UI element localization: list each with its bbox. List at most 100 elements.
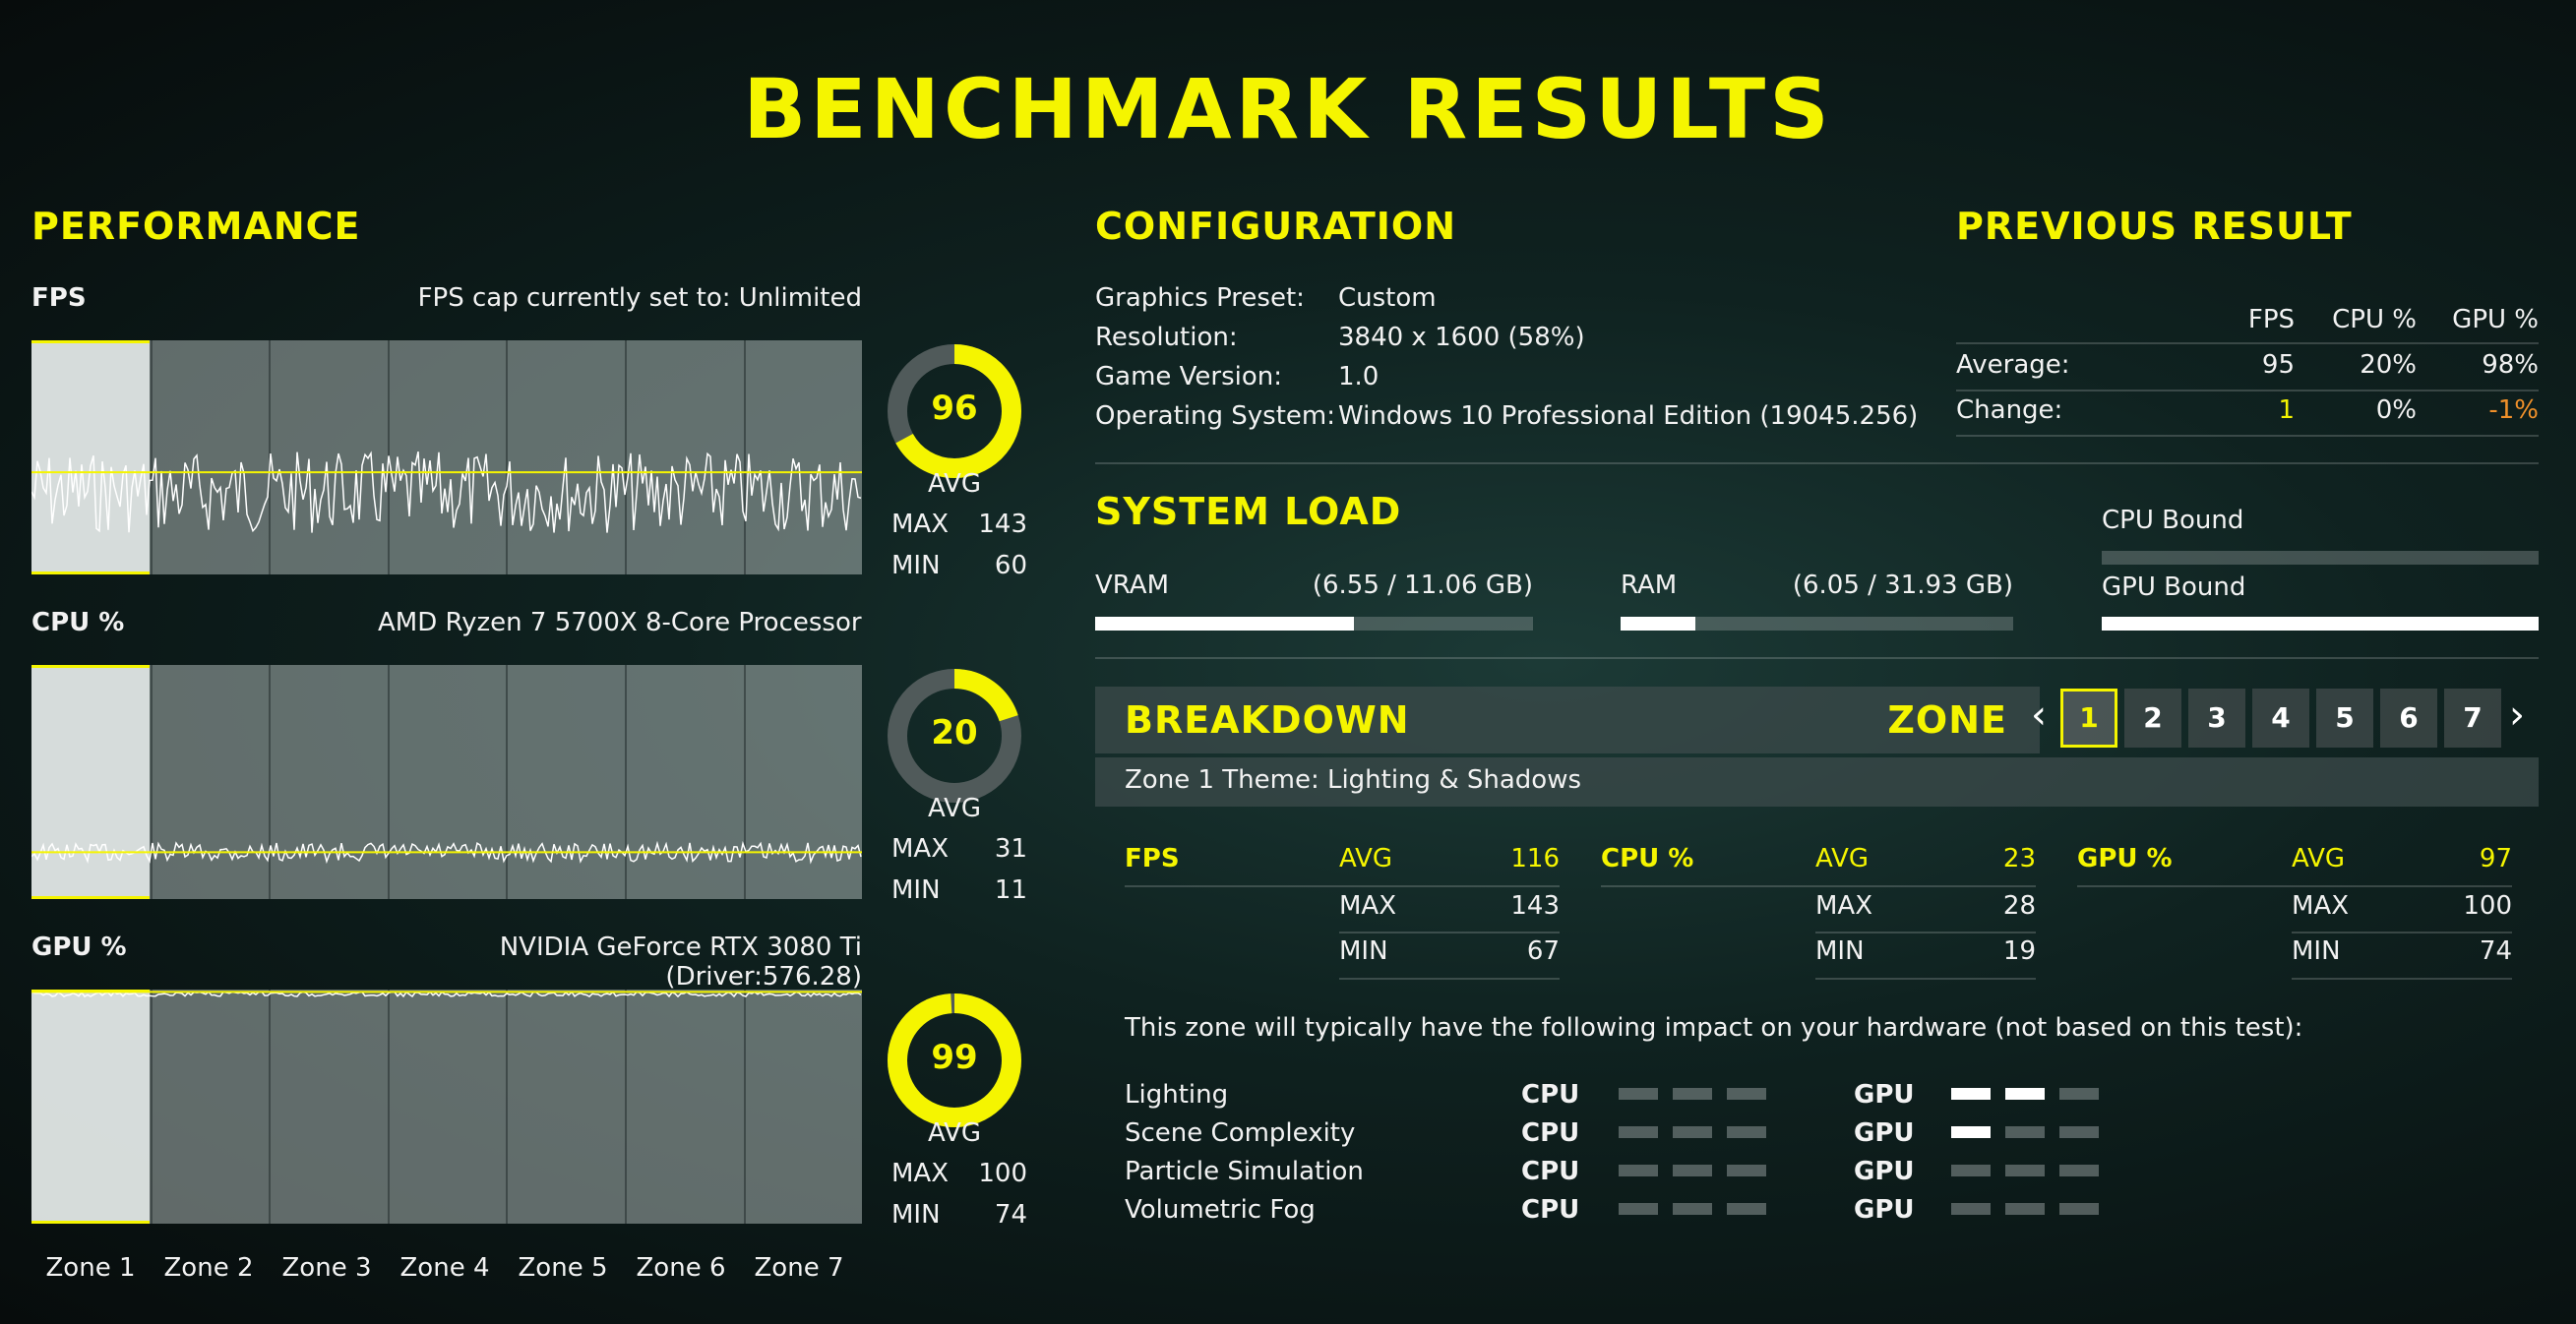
breakdown-avg-value: 97 xyxy=(2479,844,2512,873)
divider xyxy=(2077,885,2512,887)
zone-axis-label: Zone 1 xyxy=(45,1253,136,1283)
zone-page-7[interactable]: 7 xyxy=(2444,689,2501,748)
breakdown-avg-value: 116 xyxy=(1510,844,1560,873)
breakdown-min-label: MIN xyxy=(2292,936,2341,966)
config-value: Custom xyxy=(1338,283,1437,313)
divider xyxy=(1339,932,1560,933)
chart-trace xyxy=(31,840,862,865)
gpu-avg-label: AVG xyxy=(927,1118,982,1148)
gpu-bound-bar-fill xyxy=(2102,617,2539,631)
breakdown-max-value: 100 xyxy=(2463,891,2512,921)
impact-gpu-label: GPU xyxy=(1854,1157,1915,1186)
breakdown-max-value: 28 xyxy=(2002,891,2036,921)
cpu-bound-bar xyxy=(2102,551,2539,565)
cpu-gauge xyxy=(888,669,1021,803)
zone-page-4[interactable]: 4 xyxy=(2252,689,2309,748)
gpu-max-label: MAX xyxy=(891,1159,950,1188)
breakdown-min-value: 74 xyxy=(2479,936,2512,966)
cpu-impact-segment xyxy=(1727,1088,1766,1100)
breakdown-heading: BREAKDOWN xyxy=(1125,698,1410,742)
chevron-left-icon[interactable]: ‹ xyxy=(2031,692,2047,738)
divider xyxy=(1339,978,1560,980)
config-key: Graphics Preset: xyxy=(1095,283,1305,313)
fps-avg-label: AVG xyxy=(927,469,982,499)
gpu-impact-segment xyxy=(2059,1203,2099,1215)
cpu-avg-label: AVG xyxy=(927,794,982,823)
prev-average-fps: 95 xyxy=(2261,350,2295,380)
zone-divider xyxy=(150,340,153,574)
previous-result-heading: PREVIOUS RESULT xyxy=(1956,205,2353,248)
fps-max-value: 143 xyxy=(978,510,1027,539)
cpu-impact-segment xyxy=(1727,1165,1766,1176)
zone-axis-label: Zone 5 xyxy=(518,1253,608,1283)
impact-name: Volumetric Fog xyxy=(1125,1195,1316,1225)
prev-change-fps: 1 xyxy=(2278,395,2295,425)
zone-divider xyxy=(743,340,746,574)
breakdown-avg-value: 23 xyxy=(2002,844,2036,873)
zone-page-2[interactable]: 2 xyxy=(2124,689,2181,748)
fps-label: FPS xyxy=(31,283,87,313)
zone-page-3[interactable]: 3 xyxy=(2188,689,2245,748)
config-key: Resolution: xyxy=(1095,323,1238,352)
zone-divider xyxy=(506,340,509,574)
fps-min-value: 60 xyxy=(994,551,1027,580)
cpu-impact-segment xyxy=(1619,1203,1658,1215)
gpu-impact-segment xyxy=(2005,1203,2045,1215)
impact-gpu-label: GPU xyxy=(1854,1118,1915,1148)
zone-page-6[interactable]: 6 xyxy=(2380,689,2437,748)
zone-divider xyxy=(625,665,627,899)
zone-theme: Zone 1 Theme: Lighting & Shadows xyxy=(1125,765,1582,795)
cpu-impact-segment xyxy=(1727,1126,1766,1138)
zone-divider xyxy=(150,990,153,1224)
config-value: Windows 10 Professional Edition (19045.2… xyxy=(1338,401,1919,431)
gpu-impact-segment xyxy=(2059,1165,2099,1176)
ram-bar xyxy=(1621,617,2013,631)
zone-page-1[interactable]: 1 xyxy=(2060,689,2117,748)
chart-trace xyxy=(31,451,862,533)
gpu-impact-segment xyxy=(1951,1165,1991,1176)
zone-label: ZONE xyxy=(1887,698,2007,742)
impact-name: Lighting xyxy=(1125,1080,1229,1110)
gpu-min-label: MIN xyxy=(891,1200,941,1230)
divider xyxy=(1815,932,2036,933)
impact-cpu-label: CPU xyxy=(1521,1157,1580,1186)
breakdown-stat-label: GPU % xyxy=(2077,844,2173,873)
gpu-label: GPU % xyxy=(31,933,127,962)
impact-gpu-label: GPU xyxy=(1854,1080,1915,1110)
section-divider xyxy=(1095,462,2539,464)
zone-axis-label: Zone 3 xyxy=(281,1253,372,1283)
zone-axis-label: Zone 7 xyxy=(754,1253,844,1283)
chevron-right-icon[interactable]: › xyxy=(2509,692,2525,738)
chart-line xyxy=(31,451,862,533)
gpu-impact-segment xyxy=(2005,1088,2045,1100)
zone-page-5[interactable]: 5 xyxy=(2316,689,2373,748)
gpu-impact-segment xyxy=(2005,1126,2045,1138)
cpu-impact-segment xyxy=(1673,1088,1712,1100)
impact-gpu-label: GPU xyxy=(1854,1195,1915,1225)
gpu-max-value: 100 xyxy=(978,1159,1027,1188)
config-value: 1.0 xyxy=(1338,362,1380,391)
breakdown-max-label: MAX xyxy=(2292,891,2350,921)
cpu-impact-segment xyxy=(1619,1126,1658,1138)
zone-divider xyxy=(506,665,509,899)
impact-description: This zone will typically have the follow… xyxy=(1125,1013,2303,1043)
cpu-chart xyxy=(31,665,862,899)
divider xyxy=(2292,932,2512,933)
divider xyxy=(1956,390,2539,391)
fps-min-label: MIN xyxy=(891,551,941,580)
divider xyxy=(1815,978,2036,980)
divider xyxy=(1956,435,2539,437)
zone-divider xyxy=(506,990,509,1224)
zone-divider xyxy=(269,665,272,899)
zone-divider xyxy=(743,990,746,1224)
cpu-bound-label: CPU Bound xyxy=(2102,506,2244,535)
impact-cpu-label: CPU xyxy=(1521,1118,1580,1148)
breakdown-stat-label: CPU % xyxy=(1601,844,1694,873)
ram-value: (6.05 / 31.93 GB) xyxy=(1792,571,2013,600)
cpu-impact-segment xyxy=(1727,1203,1766,1215)
fps-max-label: MAX xyxy=(891,510,950,539)
vram-label: VRAM xyxy=(1095,571,1170,600)
breakdown-min-value: 67 xyxy=(1526,936,1560,966)
breakdown-min-label: MIN xyxy=(1339,936,1388,966)
divider xyxy=(2292,978,2512,980)
